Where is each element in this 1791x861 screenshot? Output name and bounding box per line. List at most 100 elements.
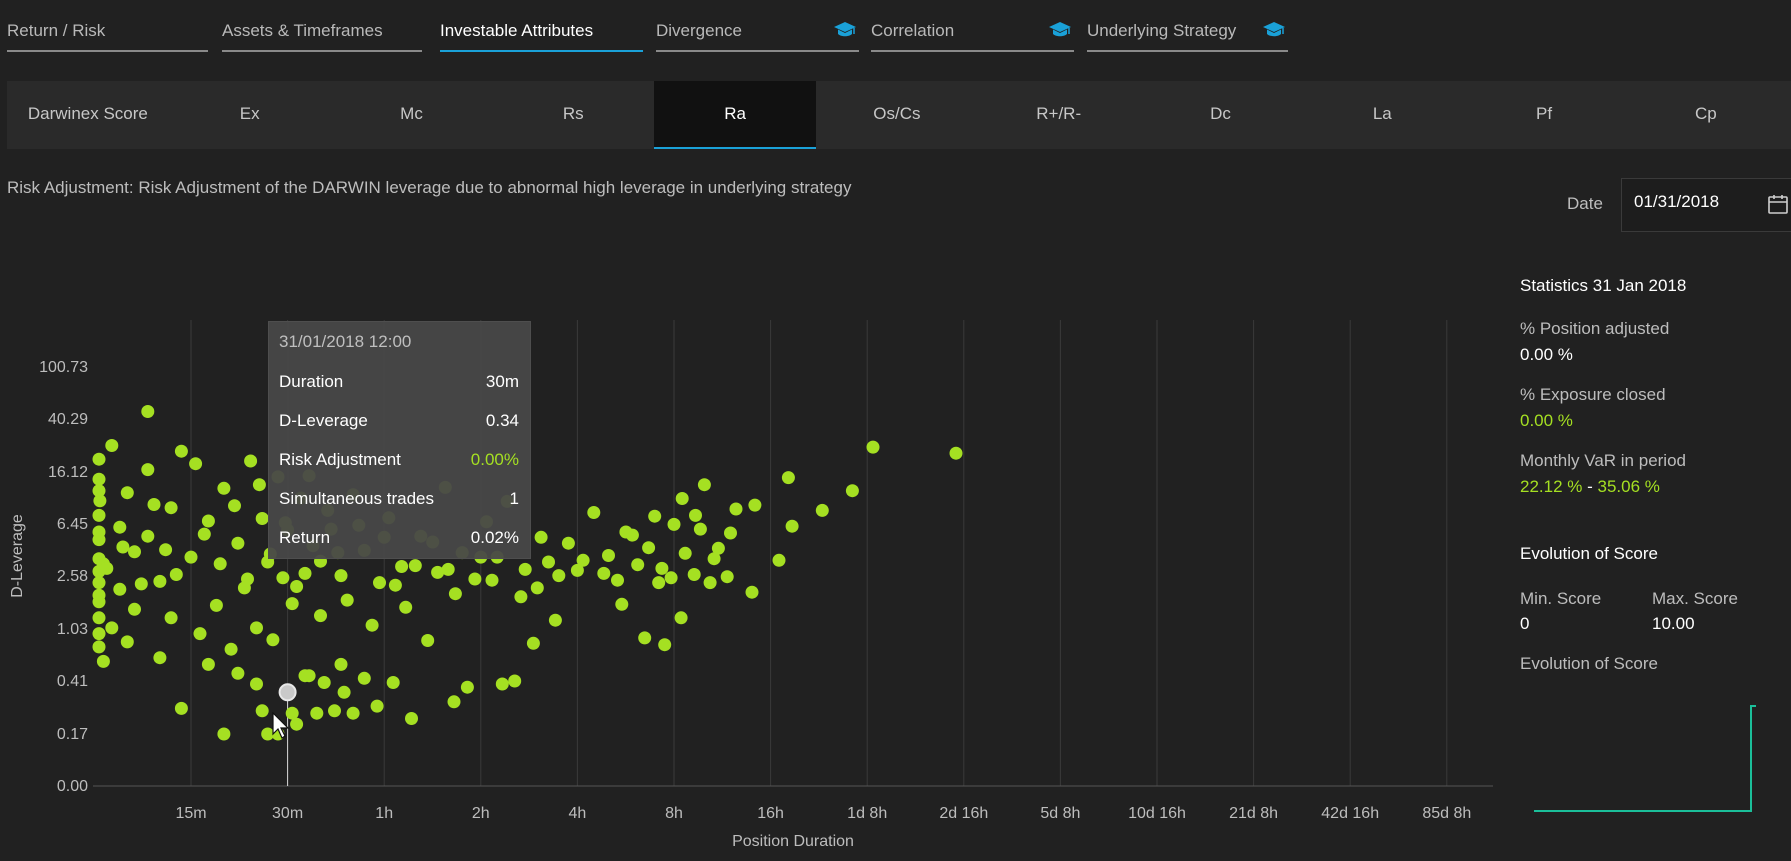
scatter-point[interactable] [250, 677, 263, 691]
scatter-point[interactable] [153, 574, 167, 588]
scatter-point[interactable] [508, 674, 522, 688]
scatter-chart[interactable]: 15m 30m 1h 2h 4h 8h 16h 1d 8h 2d 16h 5d 8h 10d 16h… [0, 300, 1500, 861]
scatter-point[interactable] [631, 558, 645, 572]
scatter-point[interactable] [485, 573, 499, 587]
scatter-point[interactable] [128, 545, 141, 559]
scatter-point[interactable] [92, 552, 106, 566]
scatter-point[interactable] [189, 457, 203, 471]
scatter-point[interactable] [346, 706, 360, 720]
subtab-ex[interactable]: Ex [239, 104, 260, 123]
scatter-point[interactable] [611, 573, 624, 587]
scatter-point[interactable] [244, 454, 258, 468]
subtab-ra[interactable]: Ra [654, 81, 816, 149]
scatter-point[interactable] [164, 611, 178, 625]
scatter-point[interactable] [252, 478, 266, 492]
scatter-point[interactable] [638, 631, 652, 645]
scatter-point[interactable] [678, 546, 692, 560]
scatter-point[interactable] [92, 484, 106, 498]
scatter-point[interactable] [386, 676, 400, 689]
scatter-point[interactable] [217, 481, 231, 495]
tab-return-risk[interactable]: Return / Risk [7, 20, 208, 52]
scatter-point[interactable] [652, 576, 666, 590]
scatter-point[interactable] [128, 602, 141, 616]
scatter-point[interactable] [357, 671, 371, 685]
scatter-point[interactable] [290, 717, 304, 731]
scatter-point[interactable] [421, 634, 435, 647]
scatter-point[interactable] [209, 598, 223, 612]
scatter-point[interactable] [693, 522, 707, 536]
scatter-point[interactable] [395, 560, 409, 573]
scatter-point[interactable] [548, 613, 562, 627]
scatter-point[interactable] [105, 439, 119, 452]
scatter-point[interactable] [169, 568, 183, 581]
scatter-point[interactable] [224, 642, 238, 656]
scatter-point[interactable] [655, 561, 669, 575]
scatter-point[interactable] [785, 519, 799, 533]
scatter-point[interactable] [576, 553, 590, 567]
scatter-point[interactable] [250, 621, 263, 635]
scatter-point[interactable] [534, 530, 548, 544]
scatter-point[interactable] [298, 669, 312, 683]
scatter-point[interactable] [370, 699, 384, 713]
scatter-point[interactable] [597, 566, 611, 580]
scatter-point[interactable] [748, 498, 762, 512]
subtab-dc[interactable]: Dc [1210, 104, 1231, 123]
scatter-point[interactable] [93, 494, 107, 508]
scatter-point[interactable] [667, 517, 681, 531]
scatter-point[interactable] [159, 543, 173, 557]
scatter-point[interactable] [141, 405, 155, 418]
scatter-point[interactable] [460, 680, 474, 694]
scatter-point[interactable] [845, 484, 859, 498]
scatter-point[interactable] [92, 525, 106, 539]
scatter-point[interactable] [116, 540, 130, 554]
scatter-point[interactable] [781, 471, 795, 485]
scatter-point[interactable] [92, 640, 106, 654]
scatter-point[interactable] [255, 512, 269, 525]
subtab-pf[interactable]: Pf [1536, 104, 1553, 123]
scatter-point[interactable] [405, 712, 418, 725]
scatter-point[interactable] [174, 444, 188, 458]
scatter-point[interactable] [276, 571, 290, 585]
scatter-point[interactable] [213, 557, 227, 571]
scatter-point[interactable] [266, 633, 280, 647]
scatter-point[interactable] [334, 657, 348, 671]
calendar-icon[interactable] [1767, 193, 1789, 215]
graduation-cap-icon[interactable] [1048, 20, 1072, 40]
scatter-point[interactable] [431, 565, 445, 579]
scatter-point[interactable] [197, 527, 211, 541]
scatter-point[interactable] [664, 571, 678, 585]
scatter-point[interactable] [615, 597, 629, 611]
graduation-cap-icon[interactable] [1262, 20, 1286, 40]
scatter-point[interactable] [619, 525, 633, 539]
scatter-point[interactable] [772, 553, 786, 567]
scatter-point[interactable] [164, 501, 178, 515]
scatter-point[interactable] [92, 595, 106, 609]
scatter-point[interactable] [92, 576, 106, 590]
scatter-point[interactable] [373, 576, 386, 590]
scatter-point[interactable] [745, 585, 759, 599]
scatter-point[interactable] [96, 654, 110, 668]
scatter-point[interactable] [674, 611, 688, 625]
scatter-point[interactable] [201, 514, 215, 528]
subtab-cp[interactable]: Cp [1695, 104, 1717, 123]
scatter-point[interactable] [602, 549, 615, 562]
scatter-point[interactable] [328, 704, 341, 718]
scatter-point[interactable] [518, 562, 532, 576]
graduation-cap-icon[interactable] [833, 20, 857, 40]
scatter-point[interactable] [658, 638, 672, 652]
scatter-point[interactable] [648, 509, 662, 523]
scatter-point[interactable] [113, 582, 127, 596]
subtab-la[interactable]: La [1372, 104, 1392, 123]
scatter-point[interactable] [141, 529, 155, 543]
scatter-point[interactable] [468, 572, 482, 586]
scatter-point[interactable] [120, 635, 134, 649]
scatter-point[interactable] [314, 609, 327, 623]
tab-assets-timeframes[interactable]: Assets & Timeframes [222, 20, 422, 52]
scatter-point[interactable] [231, 536, 245, 550]
scatter-point[interactable] [201, 657, 215, 671]
scatter-point[interactable] [92, 611, 106, 625]
scatter-point[interactable] [866, 440, 880, 454]
scatter-point[interactable] [703, 576, 717, 590]
scatter-point[interactable] [642, 541, 656, 555]
scatter-point[interactable] [298, 566, 312, 580]
